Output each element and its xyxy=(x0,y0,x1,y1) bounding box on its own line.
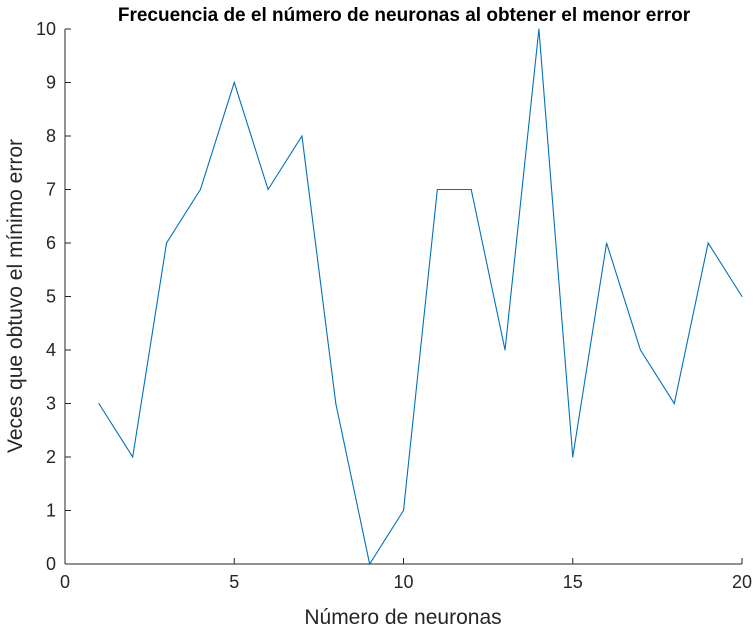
y-tick-label: 5 xyxy=(46,287,56,307)
data-point xyxy=(538,28,540,30)
x-tick-label: 0 xyxy=(60,572,70,592)
chart-title: Frecuencia de el número de neuronas al o… xyxy=(118,5,691,26)
y-tick-label: 2 xyxy=(46,447,56,467)
y-tick-label: 1 xyxy=(46,501,56,521)
y-axis-label: Veces que obtuvo el mínimo error xyxy=(4,139,27,453)
data-point xyxy=(199,189,201,190)
data-point xyxy=(267,189,269,190)
y-tick-label: 9 xyxy=(46,73,56,93)
x-tick-label: 20 xyxy=(732,572,752,592)
data-point xyxy=(98,403,100,404)
data-point xyxy=(403,510,404,511)
x-tick-label: 15 xyxy=(563,572,583,592)
data-point xyxy=(233,82,235,83)
data-point xyxy=(132,456,134,458)
y-tick-label: 7 xyxy=(46,180,56,200)
y-tick-label: 10 xyxy=(36,19,56,39)
data-point xyxy=(572,456,574,458)
x-tick-label: 10 xyxy=(393,572,413,592)
series-group xyxy=(98,28,743,566)
series-line xyxy=(98,28,743,566)
y-tick-label: 4 xyxy=(46,340,56,360)
y-tick-group: 0 1 2 3 4 5 6 7 8 9 10 xyxy=(36,19,71,574)
data-point xyxy=(436,189,438,190)
y-tick-label: 8 xyxy=(46,126,56,146)
x-tick-group: 0 5 10 15 20 xyxy=(60,558,752,592)
x-axis-label: Número de neuronas xyxy=(304,606,501,627)
plot-area xyxy=(64,29,742,565)
data-point xyxy=(369,563,371,565)
x-tick-label: 5 xyxy=(229,572,239,592)
data-point xyxy=(673,403,675,404)
y-tick-label: 0 xyxy=(46,554,56,574)
data-point xyxy=(470,189,472,190)
data-point xyxy=(707,242,709,244)
data-point xyxy=(741,296,743,297)
data-point xyxy=(301,135,303,137)
data-point xyxy=(166,242,168,244)
data-point xyxy=(335,403,337,404)
data-point xyxy=(639,349,641,351)
y-tick-label: 3 xyxy=(46,394,56,414)
data-point xyxy=(504,349,506,351)
data-point xyxy=(606,242,608,244)
y-tick-label: 6 xyxy=(46,233,56,253)
